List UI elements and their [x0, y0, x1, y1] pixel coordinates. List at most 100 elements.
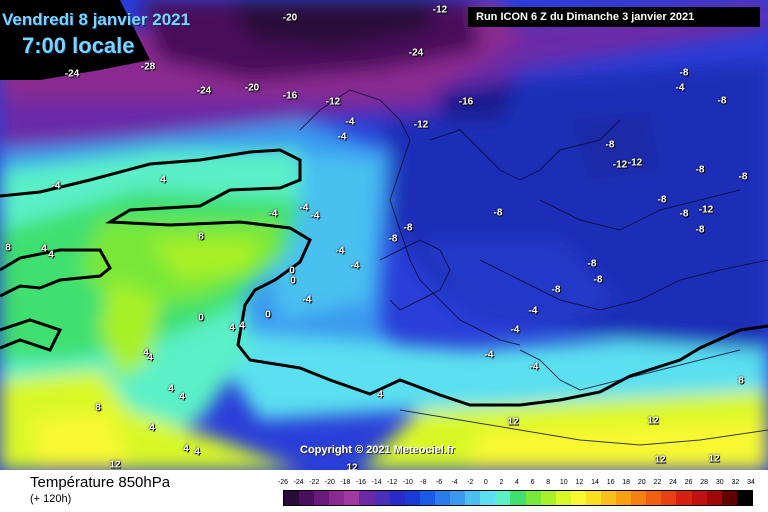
scale-tick-label: 18: [622, 479, 631, 486]
temperature-value-label: -20: [282, 12, 298, 24]
scale-tick-label: 6: [530, 479, 535, 486]
scale-swatch: [419, 491, 435, 505]
scale-tick-label: -26: [277, 479, 289, 486]
temperature-value-label: 4: [239, 320, 245, 332]
temperature-value-label: -12: [612, 159, 628, 171]
temperature-value-label: -24: [408, 47, 424, 59]
scale-swatch: [661, 491, 677, 505]
temperature-value-label: -8: [493, 207, 503, 219]
temperature-value-label: 4: [183, 443, 189, 455]
forecast-lead-time: (+ 120h): [30, 493, 72, 505]
temperature-value-label: 4: [168, 383, 174, 395]
temperature-value-label: -12: [698, 204, 714, 216]
temperature-value-label: -16: [458, 96, 474, 108]
temperature-value-label: 0: [265, 309, 271, 321]
scale-tick-label: 22: [653, 479, 662, 486]
temperature-value-label: -12: [413, 119, 429, 131]
scale-tick-label: 14: [591, 479, 599, 486]
scale-tick-label: -18: [340, 479, 351, 486]
temperature-value-label: 12: [647, 415, 659, 427]
temperature-value-label: 4: [143, 347, 149, 359]
temperature-value-label: -4: [510, 324, 520, 336]
temperature-value-label: 8: [738, 375, 744, 387]
temperature-value-label: -4: [337, 131, 347, 143]
scale-tick-label: -8: [420, 479, 427, 486]
scale-tick-label: -22: [309, 479, 320, 486]
scale-swatch: [284, 491, 300, 505]
scale-swatch: [525, 491, 541, 505]
temperature-value-label: -8: [388, 233, 398, 245]
temperature-value-label: -8: [551, 284, 561, 296]
temperature-value-label: -8: [679, 67, 689, 79]
legend-footer: Température 850hPa (+ 120h) -26 -24 -22 -20…: [0, 470, 768, 512]
scale-swatch: [585, 491, 601, 505]
scale-tick-label: 12: [575, 479, 584, 486]
temperature-value-label: -4: [345, 116, 355, 128]
temperature-value-label: 12: [346, 462, 358, 474]
scale-tick-label: -10: [402, 479, 413, 486]
scale-tick-label: 34: [747, 479, 755, 486]
temperature-value-label: -4: [310, 210, 320, 222]
scale-swatch: [706, 491, 722, 505]
temperature-value-label: 0: [290, 275, 296, 287]
scale-swatch: [510, 491, 526, 505]
temperature-value-label: -4: [484, 349, 494, 361]
scale-swatch: [359, 491, 375, 505]
forecast-date: Vendredi 8 janvier 2021: [2, 10, 191, 29]
temperature-value-label: -4: [529, 361, 539, 373]
temperature-value-label: 4: [41, 243, 47, 255]
model-run-info: Run ICON 6 Z du Dimanche 3 janvier 2021: [468, 7, 760, 27]
scale-swatch: [495, 491, 511, 505]
scale-tick-label: -4: [451, 479, 458, 486]
temperature-value-label: 0: [289, 265, 295, 277]
scale-tick-label: 2: [499, 479, 504, 486]
temperature-value-label: -8: [657, 194, 667, 206]
color-scale-bar: [283, 490, 753, 506]
scale-swatch: [299, 491, 315, 505]
scale-swatch: [404, 491, 420, 505]
scale-swatch: [570, 491, 586, 505]
copyright-notice: Copyright © 2021 Meteociel.fr: [300, 444, 455, 456]
scale-tick-label: -14: [371, 479, 382, 486]
temperature-value-label: 8: [198, 231, 204, 243]
variable-title: Température 850hPa: [30, 474, 171, 491]
scale-swatch: [540, 491, 556, 505]
scale-tick-label: 0: [483, 479, 488, 486]
temperature-value-label: 8: [5, 242, 11, 254]
temperature-value-label: 12: [654, 454, 666, 466]
temperature-value-label: -4: [299, 202, 309, 214]
scale-tick-label: 4: [515, 479, 519, 486]
temperature-value-label: -8: [679, 208, 689, 220]
temperature-value-label: -4: [675, 82, 685, 94]
scale-swatch: [631, 491, 647, 505]
color-scale-labels: -26 -24 -22 -20 -18 -16 -14 -12 -10 -8 -6 -4 -2 0 2 4 6 8…: [278, 479, 755, 489]
scale-tick-label: -6: [435, 479, 443, 486]
scale-swatch: [374, 491, 390, 505]
temperature-value-label: 4: [179, 391, 185, 403]
temperature-value-label: -8: [593, 274, 603, 286]
scale-swatch: [646, 491, 662, 505]
temperature-value-label: -4: [528, 305, 538, 317]
temperature-value-label: -4: [51, 180, 61, 192]
temperature-value-label: -4: [268, 208, 278, 220]
scale-tick-label: 30: [715, 479, 724, 486]
scale-swatch: [434, 491, 451, 505]
scale-tick-label: 8: [546, 479, 551, 486]
scale-tick-label: 26: [684, 479, 693, 486]
temperature-value-label: 4: [194, 446, 200, 458]
scale-tick-label: 10: [559, 479, 568, 486]
scale-swatch: [314, 491, 330, 505]
temperature-value-label: -8: [695, 224, 705, 236]
scale-swatch: [616, 491, 632, 505]
scale-tick-label: 16: [606, 479, 615, 486]
temperature-value-label: -4: [302, 294, 312, 306]
temperature-value-label: 8: [95, 402, 101, 414]
scale-tick-label: 20: [637, 479, 646, 486]
temperature-value-label: 4: [149, 422, 155, 434]
scale-tick-label: -12: [387, 479, 398, 486]
temperature-value-label: -8: [717, 95, 727, 107]
temperature-value-label: -8: [587, 258, 597, 270]
temperature-value-label: -4: [350, 260, 360, 272]
temperature-map: [0, 0, 768, 470]
scale-swatch: [676, 491, 692, 505]
